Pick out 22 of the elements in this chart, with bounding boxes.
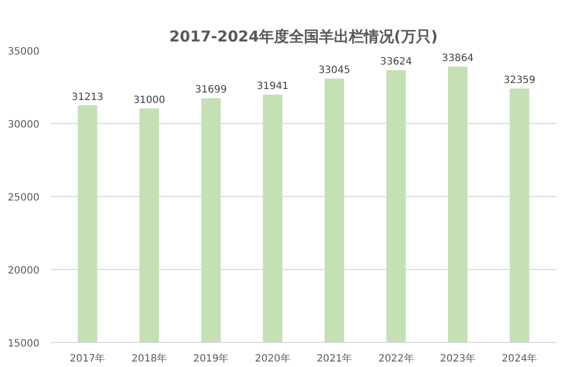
y-tick-label: 35000 [8,46,40,58]
data-label: 33864 [442,53,474,64]
x-tick-label: 2019年 [193,352,229,364]
y-tick-label: 25000 [8,192,40,204]
x-tick-label: 2020年 [254,352,290,364]
x-tick-label: 2022年 [378,352,414,364]
y-tick-label: 20000 [8,266,40,276]
x-tick-label: 2017年 [70,352,106,364]
data-label: 31000 [133,94,166,106]
data-label: 31941 [256,81,289,92]
data-label: 33045 [318,65,350,76]
data-label: 31213 [72,92,104,103]
data-label: 33624 [380,56,412,68]
data-label: 31699 [195,84,227,96]
x-tick-label: 2024年 [502,352,538,364]
y-tick-label: 30000 [8,120,40,130]
y-tick-label: 15000 [8,338,40,350]
x-tick-label: 2023年 [440,352,476,364]
x-tick-label: 2021年 [316,352,352,364]
x-tick-label: 2018年 [132,352,167,364]
chart-title: 2017-2024年度全国羊出栏情况(万只) [169,28,438,46]
data-label: 32359 [504,75,536,86]
